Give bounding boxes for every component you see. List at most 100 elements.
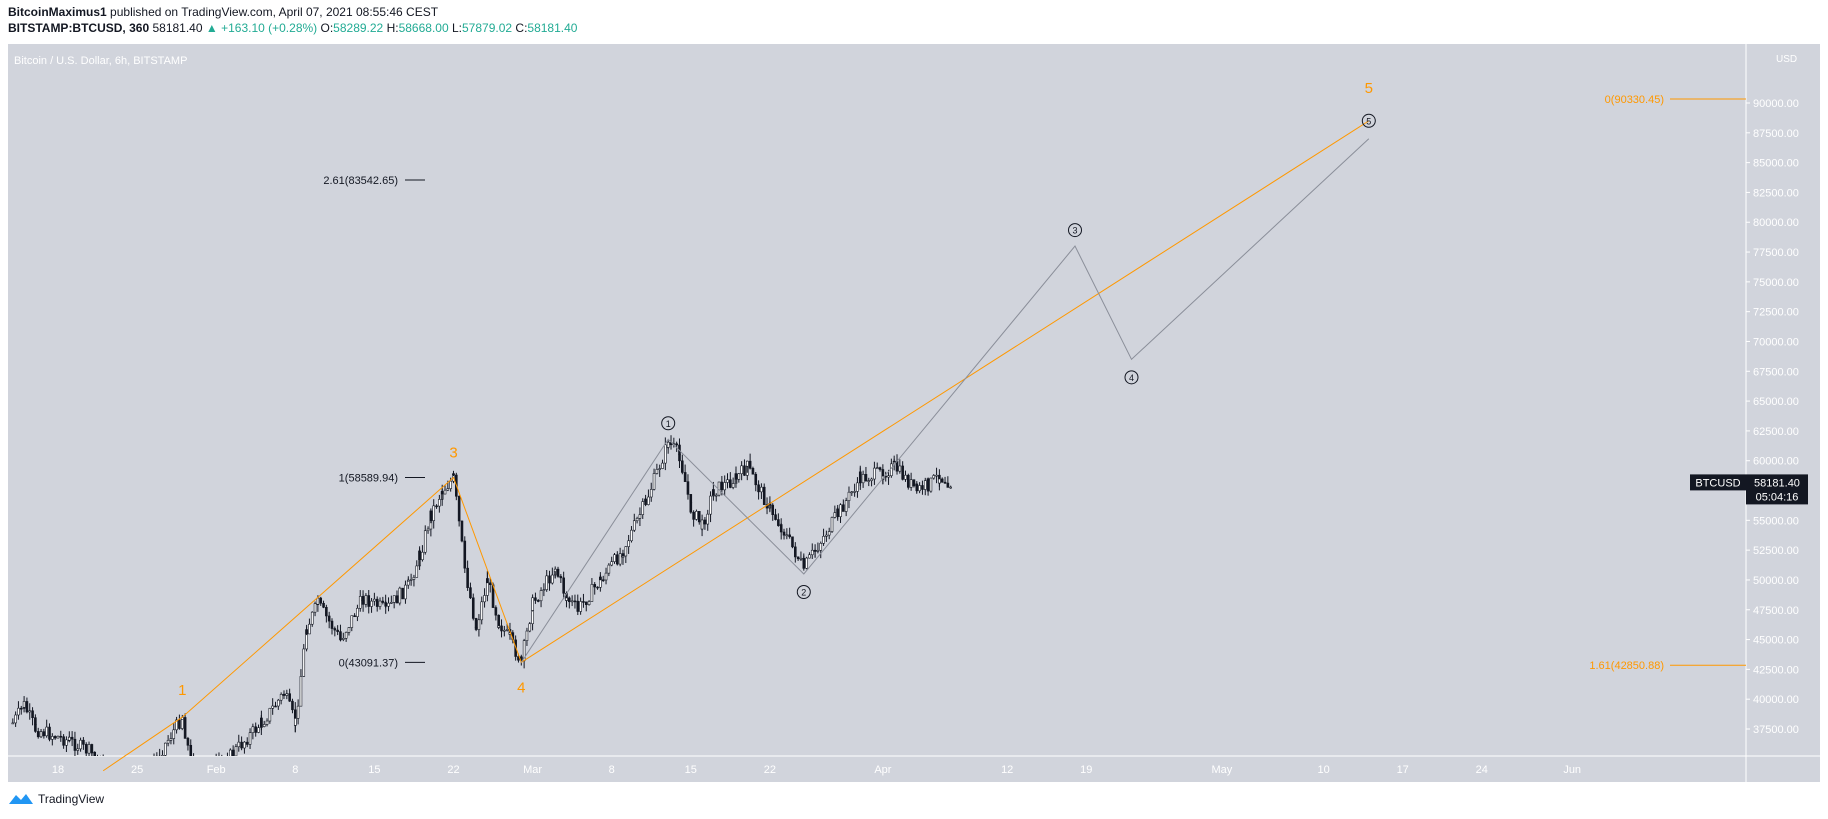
candle-body: [260, 717, 263, 727]
candle-body: [432, 505, 436, 521]
candle-body: [274, 705, 277, 708]
orange-wave-line[interactable]: [102, 120, 1370, 772]
candle-body: [921, 485, 924, 490]
candle-body: [791, 536, 794, 548]
y-tick-label: 62500.00: [1753, 426, 1799, 438]
candle-body: [938, 478, 941, 484]
candle-body: [695, 511, 698, 520]
x-tick-label: Jun: [1563, 764, 1581, 776]
candle-body: [339, 638, 342, 641]
candle-body: [689, 502, 693, 513]
orange-wave-label: 3: [449, 445, 457, 462]
fib-level-label: 2.61(83542.65): [323, 175, 398, 187]
y-tick-label: 87500.00: [1753, 128, 1799, 140]
y-tick-label: 42500.00: [1753, 664, 1799, 676]
x-tick-label: 17: [1397, 764, 1409, 776]
candle-body: [887, 475, 890, 478]
plot-background: [8, 44, 1746, 756]
candle-body: [909, 479, 913, 488]
candle-body: [248, 732, 252, 745]
candle-body: [573, 600, 577, 603]
candle-body: [395, 595, 399, 604]
x-tick-label: Apr: [874, 764, 891, 776]
candle-body: [237, 741, 241, 748]
candle-body: [748, 460, 752, 469]
candle-body: [497, 625, 501, 628]
x-tick-label: 15: [685, 764, 697, 776]
y-tick-label: 65000.00: [1753, 396, 1799, 408]
candle-body: [802, 560, 806, 569]
candle-body: [251, 726, 255, 734]
brand-name[interactable]: TradingView: [38, 792, 105, 806]
last-price-value: 58181.40: [1754, 477, 1800, 489]
y-tick-label: 72500.00: [1753, 307, 1799, 319]
x-tick-label: 8: [609, 764, 615, 776]
y-tick-label: 67500.00: [1753, 366, 1799, 378]
candle-body: [771, 504, 775, 515]
candle-body: [356, 607, 359, 617]
y-tick-label: 90000.00: [1753, 98, 1799, 110]
candle-body: [166, 739, 170, 744]
candle-body: [697, 511, 701, 523]
candle-body: [443, 489, 447, 495]
circled-wave-marker: [1124, 370, 1139, 385]
candle-body: [751, 467, 755, 475]
candle-body: [731, 483, 735, 488]
candle-body: [686, 481, 690, 495]
candle-body: [714, 494, 718, 497]
candle-body: [65, 739, 68, 746]
y-tick-label: 37500.00: [1753, 724, 1799, 736]
candle-body: [531, 597, 534, 611]
wave-labels: 1 3 4 5 1 2 3 4 5: [178, 80, 1376, 699]
y-tick-label: 45000.00: [1753, 635, 1799, 647]
chart-title: Bitcoin / U.S. Dollar, 6h, BITSTAMP: [14, 55, 187, 67]
candle-body: [62, 736, 65, 746]
candle-body: [734, 473, 738, 480]
candle-body: [531, 610, 534, 625]
y-tick-label: 52500.00: [1753, 545, 1799, 557]
x-tick-label: May: [1212, 764, 1233, 776]
elliott-wave-lines: [102, 120, 1370, 772]
candle-body: [350, 615, 354, 628]
candle-series: [11, 435, 952, 756]
circled-wave-marker: [1068, 223, 1082, 238]
author-name[interactable]: BitcoinMaximus1: [8, 5, 107, 19]
candle-body: [257, 727, 260, 733]
candle-body: [830, 517, 834, 532]
candle-body: [813, 550, 817, 552]
candle-body: [172, 729, 176, 739]
candle-body: [890, 463, 893, 477]
candle-body: [621, 555, 625, 558]
projected-wave-line[interactable]: [520, 138, 1370, 663]
candle-body: [545, 575, 549, 590]
candle-body: [915, 483, 919, 492]
candle-body: [288, 693, 291, 702]
candle-body: [757, 484, 760, 493]
candle-body: [858, 471, 862, 484]
candle-body: [779, 524, 783, 533]
fib-level-label-orange: 1.61(42850.88): [1589, 660, 1664, 672]
candle-body: [384, 602, 388, 607]
candle-body: [661, 462, 664, 469]
y-tick-label: 85000.00: [1753, 158, 1799, 170]
candle-body: [760, 486, 763, 493]
candle-body: [878, 467, 882, 470]
candle-body: [25, 701, 29, 713]
tradingview-logo-icon[interactable]: [8, 792, 34, 806]
x-tick-label: 8: [292, 764, 298, 776]
candle-body: [652, 473, 656, 490]
candle-body: [548, 575, 551, 584]
close-label: C:: [515, 21, 528, 35]
candle-body: [299, 676, 303, 707]
candle-body: [777, 519, 780, 526]
candle-body: [367, 595, 371, 607]
candle-body: [525, 630, 529, 641]
candle-body: [282, 693, 286, 696]
candle-body: [599, 576, 602, 581]
y-tick-label: 80000.00: [1753, 217, 1799, 229]
x-tick-label: 12: [1001, 764, 1013, 776]
candle-body: [406, 579, 410, 582]
candle-body: [745, 460, 749, 467]
candle-body: [582, 601, 585, 603]
